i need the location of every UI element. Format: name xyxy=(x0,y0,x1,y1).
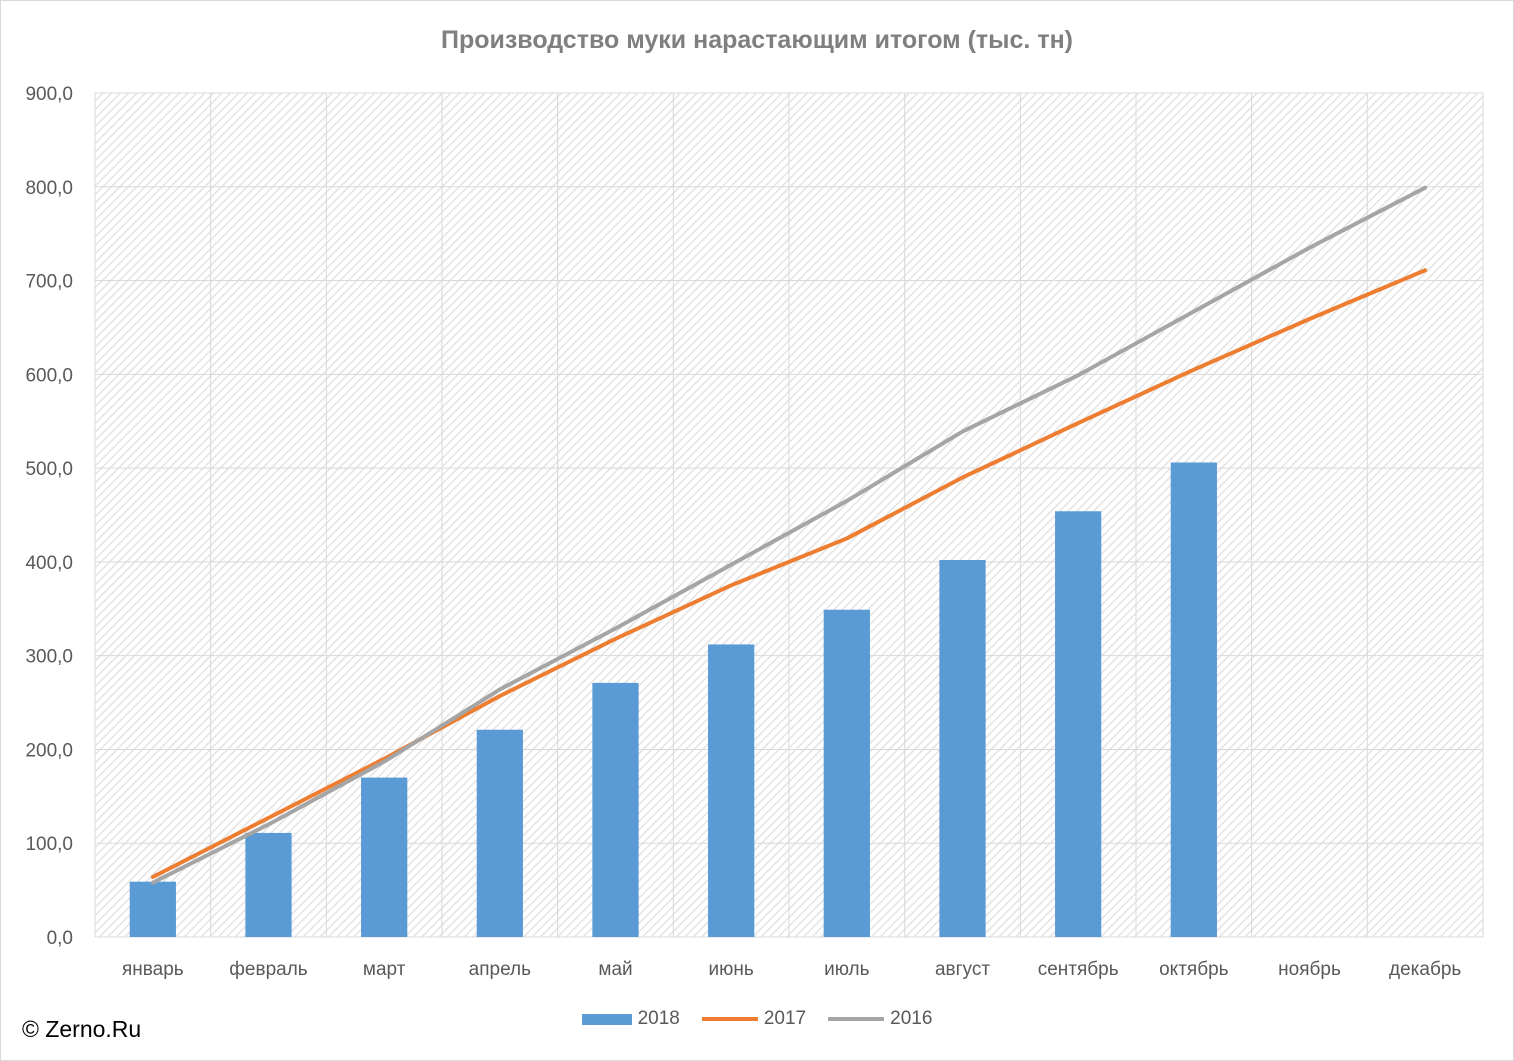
y-axis-ticks: 0,0 100,0 200,0 300,0 400,0 500,0 600,0 700,0 80… xyxy=(25,84,73,949)
x-tick-label: июнь xyxy=(709,959,754,980)
legend-swatch-2018 xyxy=(581,1013,632,1025)
bar-2018 xyxy=(939,560,986,937)
x-tick-label: май xyxy=(598,959,632,980)
x-axis-ticks: январь февраль март апрель май июнь июль август… xyxy=(122,959,1461,980)
legend-swatch-2016 xyxy=(828,1017,885,1021)
bars-2018 xyxy=(129,462,1217,937)
y-tick-label: 200,0 xyxy=(25,740,73,761)
legend-label-2016: 2016 xyxy=(890,1008,933,1029)
y-tick-label: 600,0 xyxy=(25,365,73,386)
x-tick-label: сентябрь xyxy=(1038,959,1119,980)
gridlines xyxy=(94,92,1484,938)
y-tick-label: 800,0 xyxy=(25,178,73,199)
y-tick-label: 900,0 xyxy=(25,84,73,105)
chart-plot: 0,0 100,0 200,0 300,0 400,0 500,0 600,0 700,0 80… xyxy=(25,84,1484,980)
legend-label-2018: 2018 xyxy=(637,1008,680,1029)
line-2016 xyxy=(150,185,1428,885)
y-tick-label: 0,0 xyxy=(47,928,73,949)
y-tick-label: 400,0 xyxy=(25,553,73,574)
bar-2018 xyxy=(592,682,639,937)
bar-2018 xyxy=(1055,511,1102,937)
x-tick-label: декабрь xyxy=(1389,959,1461,980)
x-tick-label: апрель xyxy=(469,959,531,980)
x-tick-label: февраль xyxy=(229,959,308,980)
bar-2018 xyxy=(823,609,870,937)
x-tick-label: март xyxy=(363,959,406,980)
legend-item-2016[interactable]: 2016 xyxy=(828,1008,932,1030)
legend-item-2018[interactable]: 2018 xyxy=(581,1008,680,1030)
x-tick-label: ноябрь xyxy=(1278,959,1341,980)
legend-label-2017: 2017 xyxy=(763,1008,807,1029)
series-lines xyxy=(150,185,1428,885)
x-tick-label: июль xyxy=(824,959,870,980)
x-tick-label: январь xyxy=(122,959,184,980)
legend: 2018 2017 2016 xyxy=(0,1008,1514,1030)
x-tick-label: октябрь xyxy=(1159,959,1229,980)
y-tick-label: 300,0 xyxy=(25,647,73,668)
bar-2018 xyxy=(708,644,755,937)
copyright-text: © Zerno.Ru xyxy=(22,1016,142,1042)
bar-2018 xyxy=(361,777,408,937)
line-2017 xyxy=(150,268,1428,879)
bar-2018 xyxy=(245,832,292,937)
y-tick-label: 100,0 xyxy=(25,834,73,855)
y-tick-label: 700,0 xyxy=(25,272,73,293)
legend-item-2017[interactable]: 2017 xyxy=(701,1008,807,1030)
legend-swatch-2017 xyxy=(701,1017,758,1021)
bar-2018 xyxy=(129,881,176,937)
bar-2018 xyxy=(476,729,523,937)
bar-2018 xyxy=(1170,462,1217,937)
y-tick-label: 500,0 xyxy=(25,459,73,480)
x-tick-label: август xyxy=(935,959,990,980)
chart-title: Производство муки нарастающим итогом (ты… xyxy=(440,26,1073,54)
